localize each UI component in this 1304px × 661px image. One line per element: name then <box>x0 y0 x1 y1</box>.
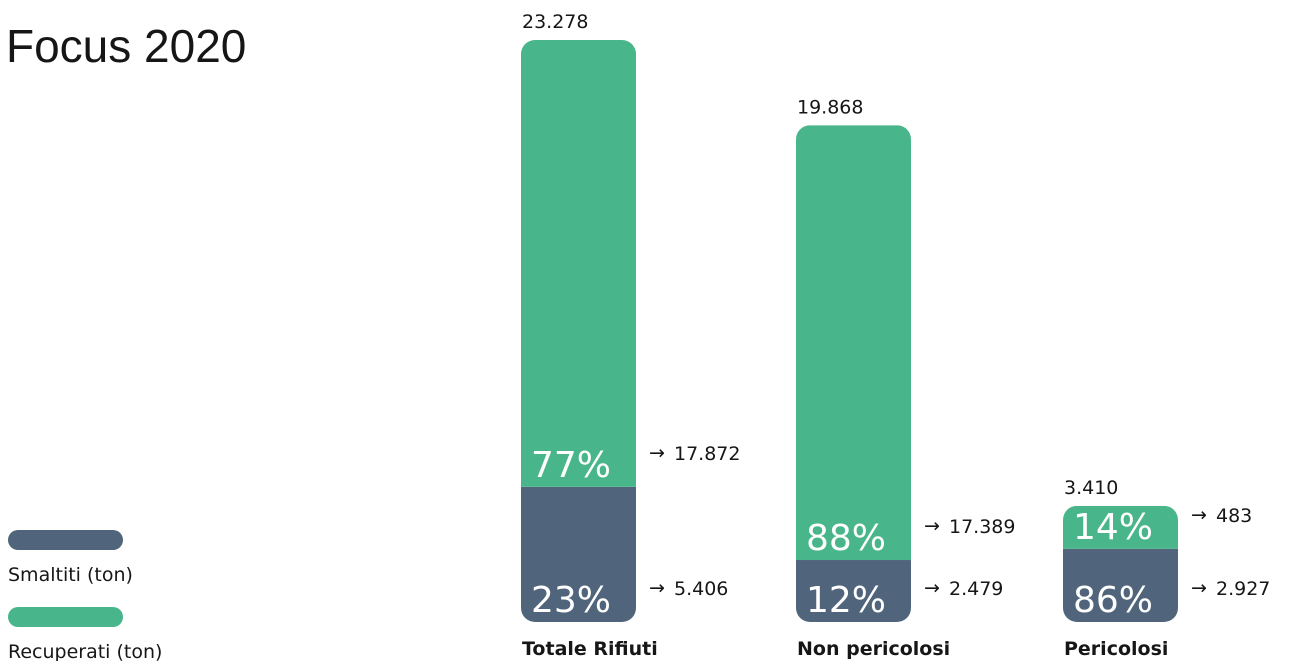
category-label: Non pericolosi <box>797 638 950 660</box>
percent-label: 14% <box>1073 507 1153 548</box>
total-label: 3.410 <box>1064 477 1118 499</box>
bar-segment <box>1063 548 1178 622</box>
percent-label: 88% <box>806 518 886 559</box>
percent-label: 23% <box>531 580 611 621</box>
bar-segment <box>1063 505 1178 549</box>
chart-title: Focus 2020 <box>6 20 246 72</box>
category-label: Totale Rifiuti <box>522 638 658 660</box>
legend-label: Recuperati (ton) <box>8 641 162 661</box>
bar-segment <box>521 40 636 487</box>
bar-segment <box>796 560 911 622</box>
value-label: 17.389 <box>949 516 1015 538</box>
legend-label: Smaltiti (ton) <box>8 564 133 586</box>
value-label: 5.406 <box>674 578 728 600</box>
value-label: 17.872 <box>674 443 740 465</box>
percent-label: 86% <box>1073 580 1153 621</box>
arrow: → <box>924 577 940 599</box>
legend-swatch <box>8 530 123 550</box>
arrow: → <box>1191 577 1207 599</box>
value-label: 2.479 <box>949 578 1003 600</box>
total-label: 19.868 <box>797 96 863 118</box>
value-label: 483 <box>1216 505 1252 527</box>
total-label: 23.278 <box>522 11 588 33</box>
legend-swatch <box>8 607 123 627</box>
arrow: → <box>649 442 665 464</box>
bar-segment <box>521 486 636 622</box>
bar-segment <box>796 125 911 561</box>
value-label: 2.927 <box>1216 578 1270 600</box>
percent-label: 77% <box>531 445 611 486</box>
arrow: → <box>1191 504 1207 526</box>
percent-label: 12% <box>806 580 886 621</box>
category-label: Pericolosi <box>1064 638 1168 660</box>
arrow: → <box>924 515 940 537</box>
arrow: → <box>649 577 665 599</box>
